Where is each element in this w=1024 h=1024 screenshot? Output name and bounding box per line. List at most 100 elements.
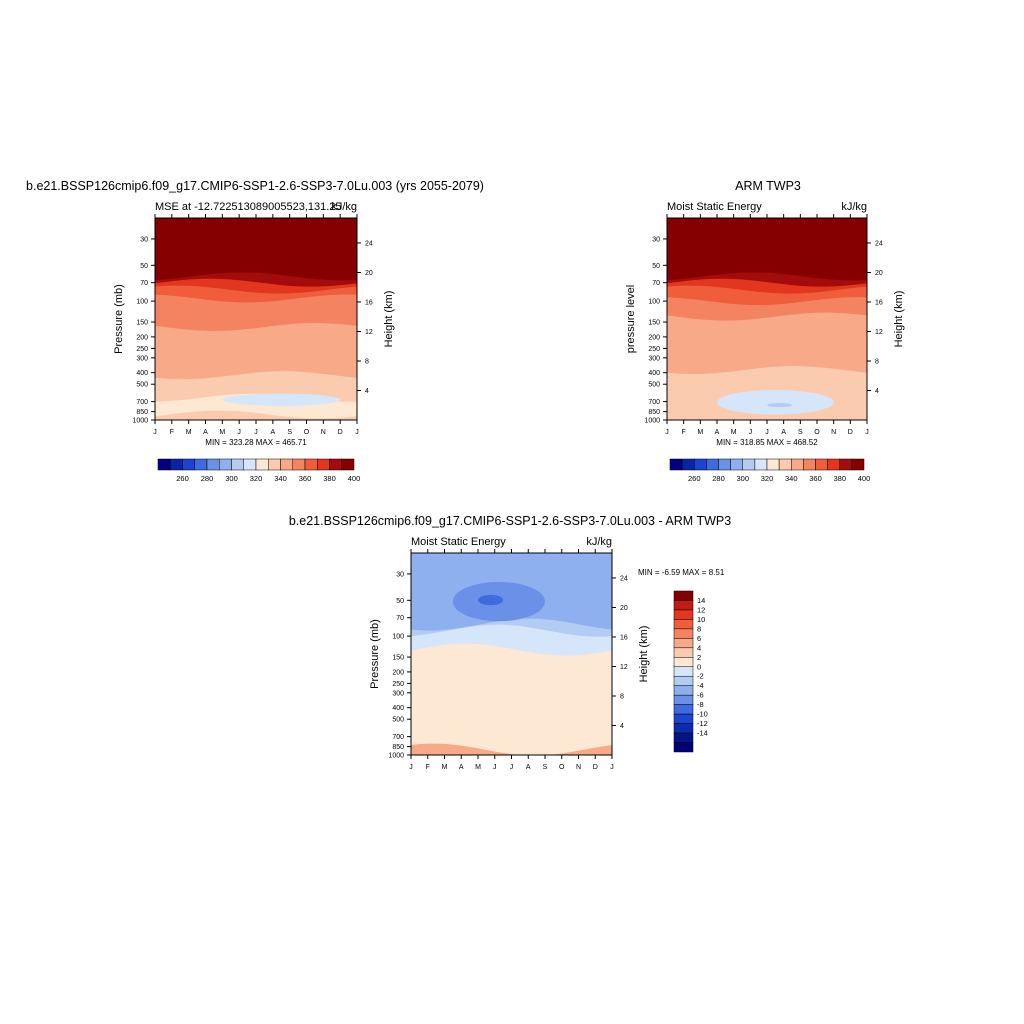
y-tick-label: 250 (392, 681, 404, 688)
y-tick-label: 700 (648, 399, 660, 406)
colorbar-label: 300 (225, 474, 238, 483)
y2-tick-label: 20 (875, 270, 883, 277)
contour-region (717, 390, 834, 415)
colorbar-box (157, 458, 171, 471)
y-tick-label: 30 (396, 571, 404, 578)
panel-2-fill (667, 218, 867, 420)
colorbar-label: 12 (697, 605, 705, 614)
colorbar-box (673, 694, 694, 705)
colorbar-label: 10 (697, 615, 705, 624)
colorbar-label: -14 (697, 729, 708, 738)
colorbar-box (292, 458, 306, 471)
colorbar-box (182, 458, 195, 471)
contour-band (667, 312, 867, 379)
colorbar-label: 380 (323, 474, 336, 483)
colorbar-label: 0 (697, 662, 701, 671)
colorbar-label: 280 (201, 474, 214, 483)
y-tick-label: 250 (136, 346, 148, 353)
colorbar-box (194, 458, 208, 471)
minmax-text: MIN = 323.28 MAX = 465.71 (205, 438, 307, 447)
contour-region (767, 403, 792, 408)
y2-tick-label: 12 (365, 329, 373, 336)
colorbar-box (673, 600, 694, 611)
colorbar-box (851, 458, 865, 471)
contour-band (667, 409, 867, 420)
colorbar-label: 280 (712, 474, 725, 483)
y-tick-label: 150 (648, 320, 660, 327)
contour-band (411, 743, 612, 755)
y-tick-label: 100 (648, 299, 660, 306)
contour-band (155, 410, 357, 420)
x-tick-label: A (781, 429, 786, 436)
x-tick-label: A (459, 764, 464, 771)
colorbar-box (742, 458, 756, 471)
colorbar-label: 2 (697, 653, 701, 662)
colorbar-box (304, 458, 318, 471)
colorbar-label: 340 (274, 474, 287, 483)
y2-tick-label: 24 (875, 240, 883, 247)
x-tick-label: M (731, 429, 737, 436)
colorbar-box (694, 458, 707, 471)
colorbar-label: -6 (697, 691, 704, 700)
x-tick-label: J (765, 429, 769, 436)
colorbar-label: -12 (697, 719, 708, 728)
x-tick-label: J (254, 429, 258, 436)
x-tick-label: J (355, 429, 359, 436)
colorbar-box (673, 590, 694, 601)
y2-tick-label: 12 (620, 664, 628, 671)
y2-axis-label: Height (km) (638, 626, 650, 683)
colorbar-label: 380 (833, 474, 846, 483)
colorbar-box (827, 458, 840, 471)
contour-band (155, 322, 357, 384)
x-tick-label: M (186, 429, 192, 436)
y-tick-label: 300 (136, 355, 148, 362)
colorbar-box (766, 458, 780, 471)
y-tick-label: 700 (392, 734, 404, 741)
y2-tick-label: 16 (875, 299, 883, 306)
colorbar-label: 260 (176, 474, 189, 483)
y-tick-label: 850 (136, 409, 148, 416)
left-string: Moist Static Energy (411, 536, 506, 548)
panel-1-fill (155, 218, 357, 420)
colorbar-box (730, 458, 743, 471)
colorbar-label: 340 (785, 474, 798, 483)
y-axis-label: Pressure (mb) (113, 284, 125, 354)
colorbar-box (673, 713, 694, 724)
x-tick-label: M (475, 764, 481, 771)
colorbar-label: 360 (809, 474, 822, 483)
x-tick-label: O (814, 429, 820, 436)
y-tick-label: 1000 (388, 753, 404, 760)
y2-tick-label: 4 (365, 388, 369, 395)
y-tick-label: 200 (136, 334, 148, 341)
colorbar-box (329, 458, 342, 471)
contour-band (155, 218, 357, 279)
y-tick-label: 30 (140, 236, 148, 243)
y2-tick-label: 20 (620, 605, 628, 612)
colorbar-label: 4 (697, 643, 701, 652)
colorbar-box (673, 666, 694, 677)
colorbar-box (280, 458, 293, 471)
colorbar-box (170, 458, 183, 471)
colorbar-box (673, 723, 694, 734)
contour-region (478, 594, 504, 606)
contour-band (411, 643, 612, 755)
y2-tick-label: 8 (365, 358, 369, 365)
x-tick-label: M (697, 429, 703, 436)
x-tick-label: A (203, 429, 208, 436)
contour-region (222, 393, 341, 406)
panel-title: b.e21.BSSP126cmip6.f09_g17.CMIP6-SSP1-2.… (289, 514, 731, 528)
y2-tick-label: 8 (875, 358, 879, 365)
y-tick-label: 300 (392, 690, 404, 697)
x-tick-label: S (798, 429, 803, 436)
y-axis-label: pressure level (625, 285, 637, 353)
y-axis-label: Pressure (mb) (369, 619, 381, 689)
colorbar-box (673, 742, 694, 753)
y-tick-label: 500 (648, 382, 660, 389)
panel-title: b.e21.BSSP126cmip6.f09_g17.CMIP6-SSP1-2.… (26, 179, 484, 193)
colorbar-label: 400 (858, 474, 871, 483)
y2-tick-label: 4 (620, 723, 624, 730)
x-tick-label: J (409, 764, 413, 771)
y-tick-label: 100 (136, 299, 148, 306)
x-tick-label: F (682, 429, 686, 436)
